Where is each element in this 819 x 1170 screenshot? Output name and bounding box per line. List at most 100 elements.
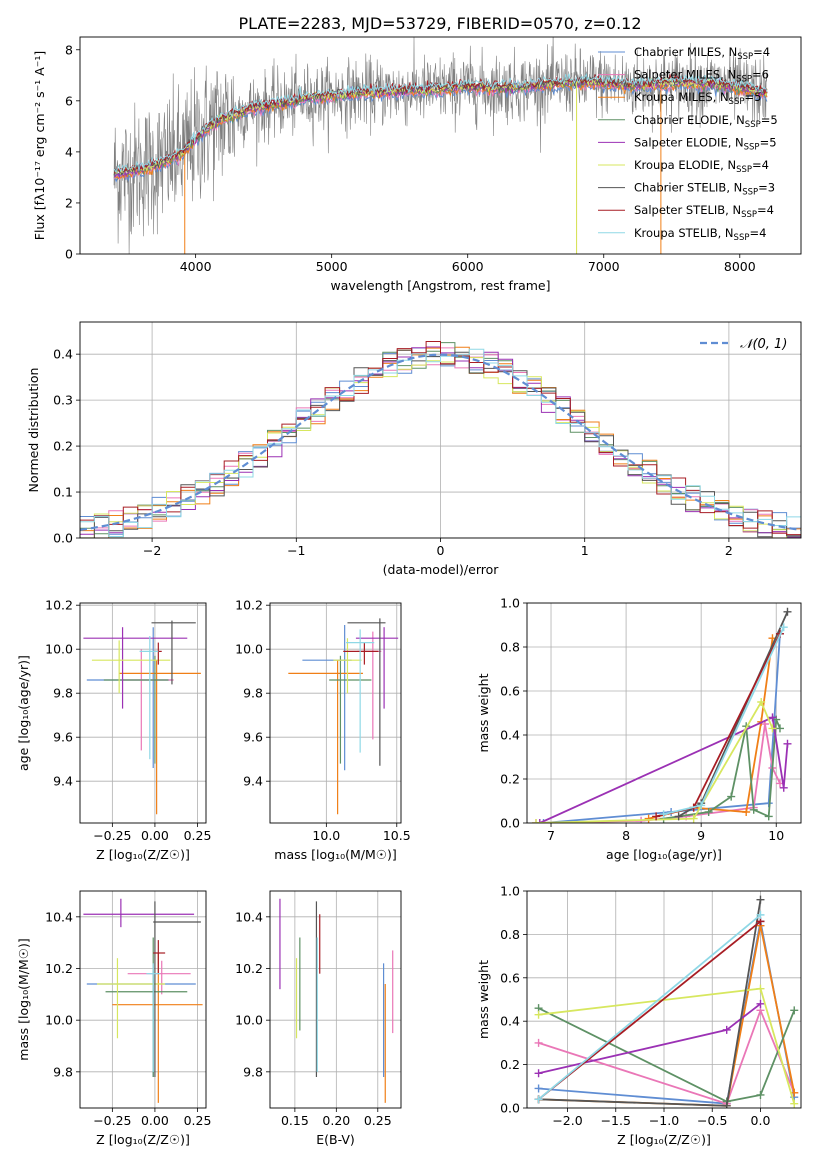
residual-histogram-kroupa-stelib (80, 348, 801, 537)
weight-marker (534, 1069, 543, 1078)
y-tick-label: 1.0 (500, 596, 520, 611)
errorbar-point-salpeter-elodie (83, 627, 188, 709)
y-tick-label: 0.2 (500, 1057, 520, 1072)
model-line-kroupa-stelib (113, 72, 768, 174)
weight-series-salpeter-elodie (535, 713, 792, 823)
y-tick-label: 0.0 (500, 1101, 520, 1116)
plot-area-age_vs_mass (270, 603, 401, 823)
weight-line (538, 899, 762, 1107)
weight-marker (534, 1095, 543, 1104)
x-tick-label: 0.20 (322, 1113, 350, 1128)
plot-area-weight_vs_Z (527, 891, 801, 1108)
y-axis-label: mass weight (476, 673, 491, 752)
weight-marker (779, 783, 788, 792)
weight-marker (756, 895, 765, 904)
weight-series-kroupa-miles (644, 634, 777, 823)
weight-marker (704, 808, 713, 816)
x-tick-label: 10 (768, 828, 784, 843)
x-tick-label: 5000 (316, 259, 348, 274)
weight-series-chabrier-stelib (534, 895, 765, 1108)
y-tick-label: 10.4 (45, 909, 73, 924)
plot-area-mass_vs_Z (80, 891, 206, 1108)
normal-distribution-curve (80, 353, 801, 531)
weight-series-chabrier-miles (534, 917, 799, 1108)
x-tick-label: 7000 (588, 259, 620, 274)
errorbar-point-kroupa-stelib (346, 629, 375, 753)
x-axis-label: Z [log₁₀(Z/Z☉)] (96, 847, 190, 862)
axes-frame-mass_vs_Z (79, 890, 207, 1109)
y-tick-label: 10.0 (235, 642, 263, 657)
weight-series-kroupa-stelib (659, 623, 788, 819)
x-tick-label: 0.00 (141, 1113, 169, 1128)
axes-frame-spectrum (79, 36, 802, 255)
y-tick-label: 9.8 (243, 1064, 263, 1079)
weight-marker (727, 792, 736, 801)
weight-series-kroupa-elodie (532, 698, 777, 823)
x-tick-label: −1.5 (601, 1113, 631, 1128)
y-tick-label: 9.8 (53, 686, 73, 701)
weight-marker (532, 819, 541, 823)
errorbar-point-chabrier-elodie (103, 655, 169, 764)
panel-age_vs_mass: 10.0 10.5 9.4 9.6 9.8 10.0 10.2 mass [log₁₀(M/M… (235, 598, 411, 862)
y-tick-label: 10.4 (235, 909, 263, 924)
errorbar-point-salpeter-stelib (153, 940, 166, 974)
weight-marker (722, 1025, 731, 1034)
y-tick-label: 10.0 (45, 1013, 73, 1028)
legend-entry: Salpeter MILES, NSSP=6 (634, 68, 769, 85)
panel-mass_vs_ebv: 0.15 0.20 0.25 9.8 10.0 10.2 10.4 E(B-V) (235, 890, 402, 1147)
weight-marker (756, 910, 765, 919)
weight-line (535, 699, 774, 823)
x-tick-label: 7 (547, 828, 555, 843)
weight-marker (742, 808, 751, 816)
errorbar-point-chabrier-miles (86, 627, 172, 768)
panel-weight_vs_age: 7 8 9 10 0.0 0.2 0.4 0.6 0.8 1.0 age [log₁₀(age/yr… (476, 596, 802, 862)
weight-line (543, 633, 781, 823)
x-tick-label: −1.0 (649, 1113, 679, 1128)
weight-marker (534, 1010, 543, 1019)
errorbar-point-chabrier-elodie (329, 655, 372, 764)
axes-frame-age_vs_mass (269, 602, 402, 824)
y-tick-label: 9.6 (53, 730, 73, 745)
legend-entry: 𝒩(0, 1) (740, 337, 787, 352)
errorbar-point-kroupa-elodie (333, 638, 362, 694)
panel-mass_vs_Z: −0.25 0.00 0.25 9.8 10.0 10.2 10.4 Z [log₁₀(Z/Z… (16, 890, 212, 1147)
weight-series-kroupa-stelib (534, 910, 765, 1104)
y-axis-label: Flux [fλ10⁻¹⁷ erg cm⁻² s⁻¹ A⁻¹] (32, 51, 47, 240)
y-tick-label: 9.8 (243, 686, 263, 701)
weight-marker (756, 1090, 765, 1099)
errorbar-point-kroupa-elodie (91, 640, 171, 694)
errorbar-point-chabrier-miles (302, 625, 352, 771)
axes-frame-residuals (79, 321, 802, 539)
y-tick-label: 9.6 (243, 730, 263, 745)
legend-entry: Salpeter STELIB, NSSP=4 (634, 203, 774, 220)
errorbar-point-kroupa-miles (288, 660, 363, 815)
errorbar-point-salpeter-elodie (83, 898, 195, 928)
weight-marker (756, 984, 765, 993)
weight-marker (768, 724, 777, 733)
legend-entry: Kroupa ELODIE, NSSP=4 (634, 158, 769, 175)
legend-entry: Kroupa MILES, NSSP=5 (634, 90, 761, 107)
weight-marker (790, 1099, 799, 1108)
errorbar-point-kroupa-stelib (146, 963, 161, 1072)
x-tick-label: 4000 (180, 259, 212, 274)
panel-spectrum: 4000 5000 6000 7000 8000 0 2 4 6 8 wavelength [Ang… (32, 36, 802, 293)
errorbar-point-chabrier-stelib (347, 618, 386, 766)
x-tick-label: −0.25 (93, 828, 131, 843)
y-tick-label: 0.6 (500, 684, 520, 699)
y-tick-label: 10.2 (45, 961, 73, 976)
errorbar-point-salpeter-elodie (355, 627, 399, 709)
figure-title: PLATE=2283, MJD=53729, FIBERID=0570, z=0… (238, 14, 641, 33)
y-tick-label: 0.4 (53, 347, 73, 362)
x-axis-label: E(B-V) (316, 1132, 355, 1147)
y-tick-label: 0.3 (53, 393, 73, 408)
weight-marker (775, 724, 784, 733)
x-tick-label: −1 (287, 543, 305, 558)
legend-entry: Chabrier STELIB, NSSP=3 (634, 181, 775, 198)
panel-age_vs_Z: −0.25 0.00 0.25 9.4 9.6 9.8 10.0 10.2 Z [log₁₀(Z… (16, 598, 211, 862)
x-axis-label: Z [log₁₀(Z/Z☉)] (96, 1132, 190, 1147)
y-tick-label: 4 (65, 144, 73, 159)
weight-marker (534, 1084, 543, 1093)
x-tick-label: 0.25 (184, 1113, 212, 1128)
legend-entry: Chabrier MILES, NSSP=4 (634, 45, 770, 62)
weight-marker (674, 812, 683, 821)
